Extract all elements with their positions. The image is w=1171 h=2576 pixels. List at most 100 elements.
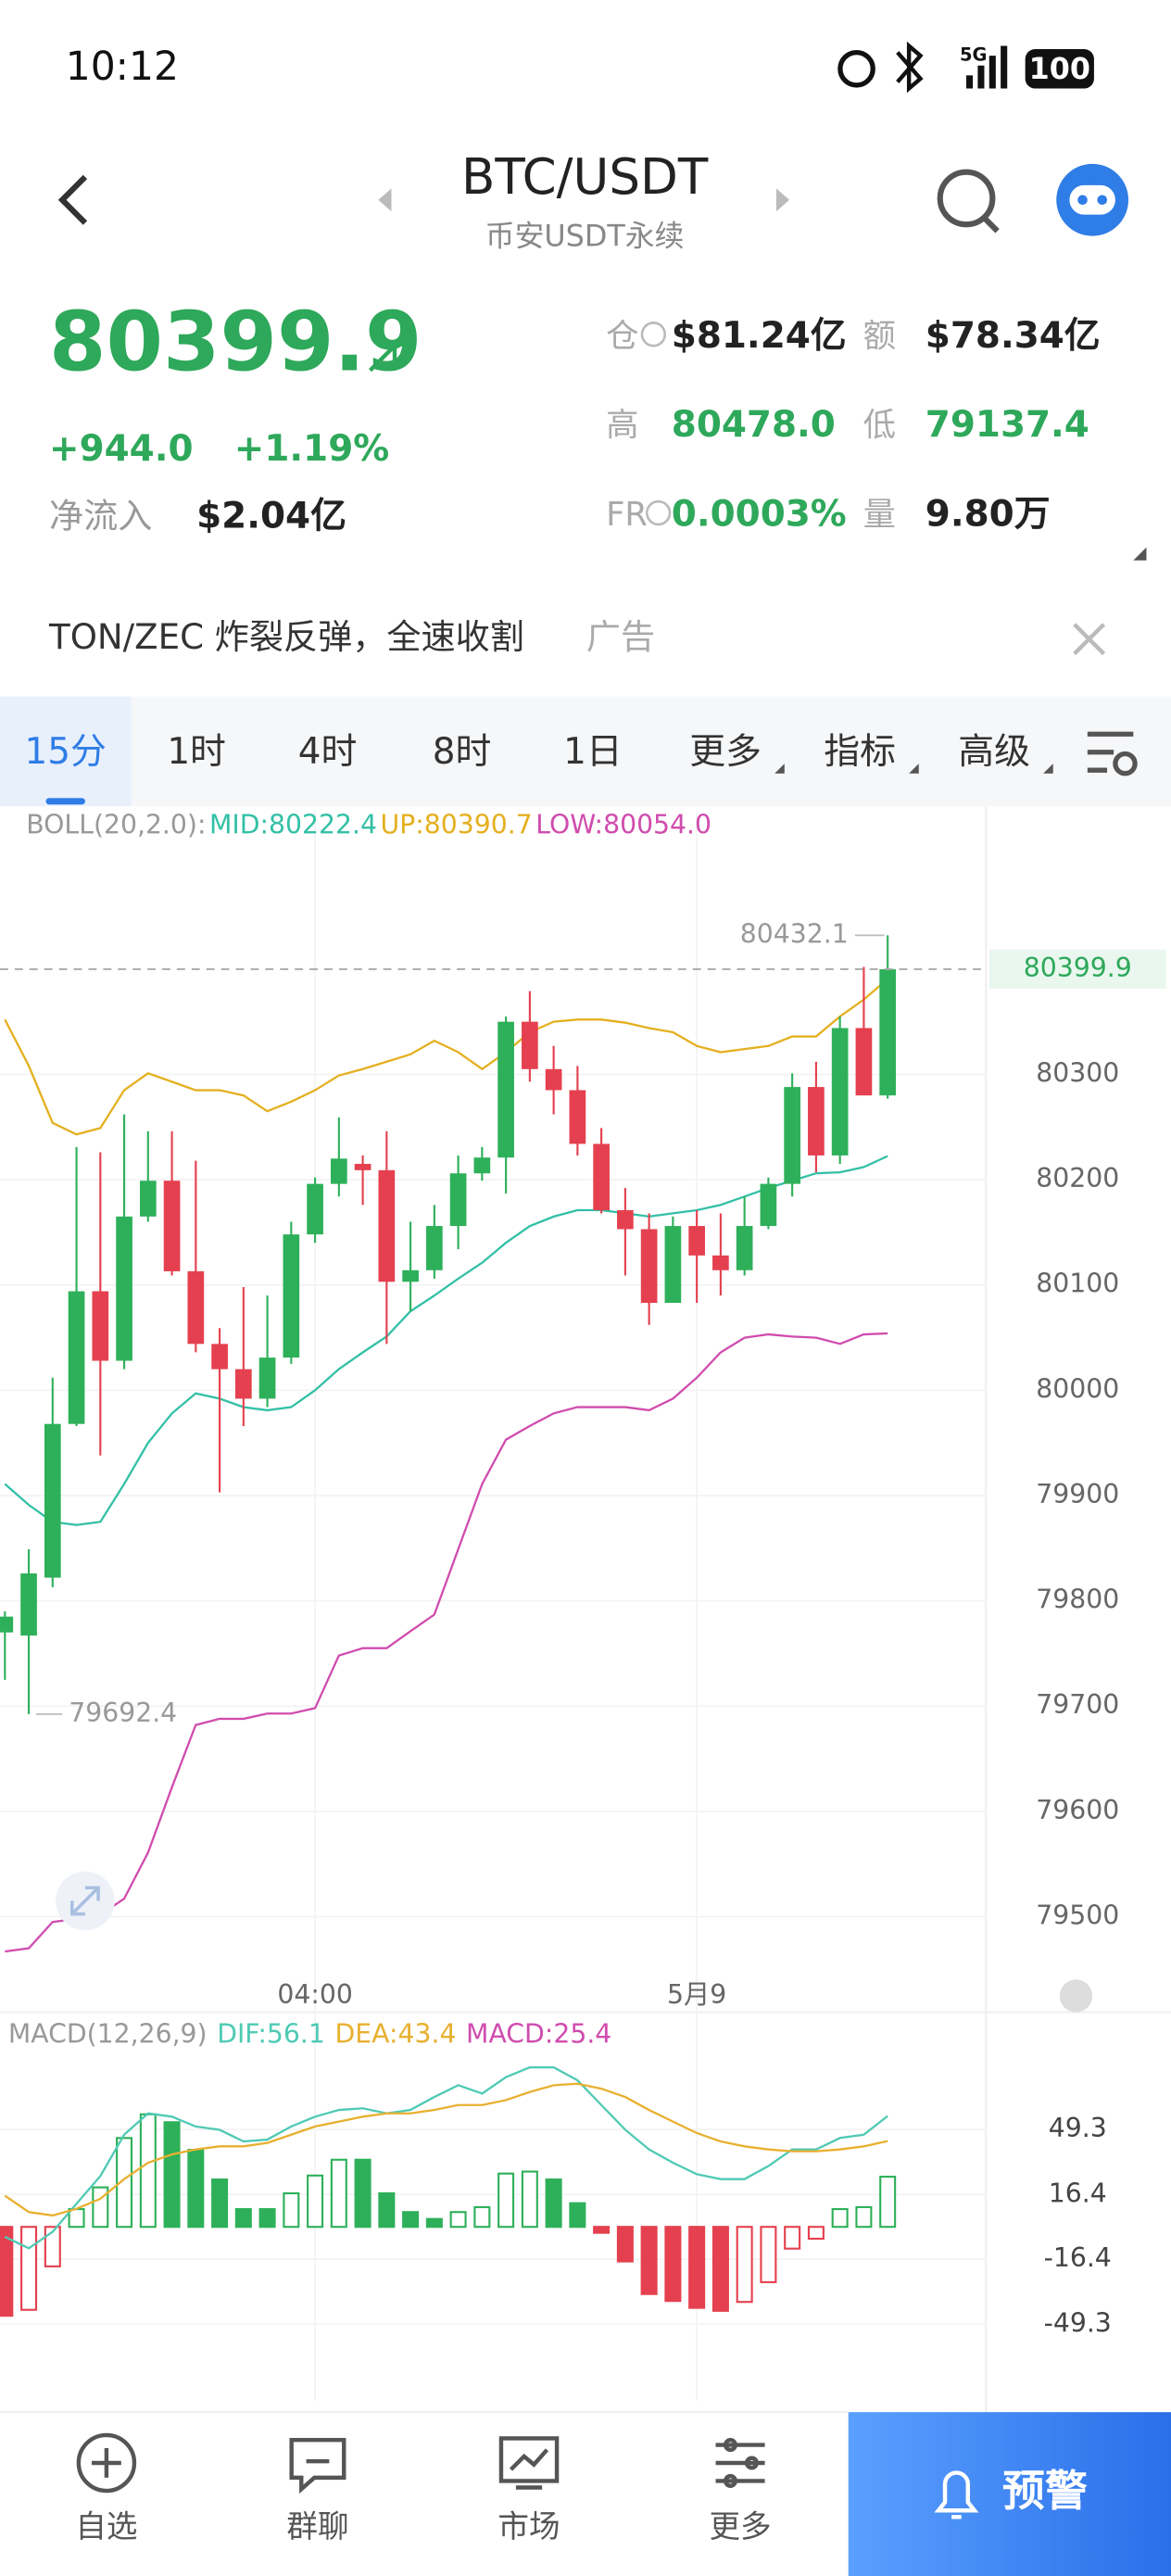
timeframe-tab[interactable]: 指标 [824,731,896,773]
macd-bar [736,2226,753,2304]
timeframe-tab[interactable]: 高级 [958,731,1030,773]
indicator-legend: BOLL(20,2.0): MID:80222.4 UP:80390.7 LOW:80… [26,809,711,840]
x-tick-label: 5月9 [667,1979,726,2010]
macd-bar [378,2191,396,2229]
macd-line [4,2082,888,2217]
macd-bar [139,2113,157,2229]
stat-label: 仓 [606,317,638,355]
macd-bar [211,2178,229,2229]
timeframe-tab[interactable]: 4时 [298,731,358,773]
macd-bar [879,2176,897,2229]
macd-bar [163,2121,181,2229]
macd-bar [616,2226,634,2263]
macd-bar [283,2191,300,2229]
candle-body [307,1183,323,1235]
y-tick-label: 80100 [1036,1269,1119,1299]
candle-body [211,1344,228,1370]
candle-body [331,1158,347,1184]
macd-bar [569,2202,586,2229]
macd-bar [711,2226,729,2312]
prev-symbol[interactable] [378,188,392,212]
nav-label[interactable]: 更多 [709,2508,771,2544]
y-tick-label: 16.4 [1049,2178,1107,2208]
legend-entry: MID:80222.4 [209,809,377,840]
timeframe-tab[interactable]: 15分 [25,731,107,773]
macd-bar [593,2226,611,2234]
candle-body [92,1291,109,1361]
legend-entry: DEA:43.4 [334,2018,456,2049]
nav-icon-more [715,2438,765,2488]
timeframe-tab[interactable]: 1日 [563,731,623,773]
candle-body [20,1573,37,1636]
legend-entry: UP:80390.7 [381,809,533,840]
bluetooth-icon [896,41,924,94]
alert-button[interactable] [848,2412,1171,2576]
bell-icon [934,2470,979,2519]
legend-entry: DIF:56.1 [217,2018,325,2049]
next-symbol[interactable] [775,188,790,212]
nav-icon-chat [289,2438,346,2494]
macd-bar [354,2158,371,2229]
candle-body [545,1068,562,1091]
close-ad[interactable] [1073,623,1106,656]
stat-label: 量 [863,496,896,534]
macd-bar [831,2207,849,2229]
candle-body [664,1226,682,1304]
macd-bar [44,2226,61,2267]
y-tick-label: 80200 [1036,1163,1119,1193]
candle-body [712,1255,729,1270]
nav-label[interactable]: 市场 [497,2508,560,2544]
ad-text[interactable]: TON/ZEC 炸裂反弹，全速收割 [48,617,524,657]
macd-bar [473,2205,491,2229]
candle-body [808,1087,825,1155]
signal-icon [966,45,1008,89]
candle-body [68,1291,85,1424]
nav-label[interactable]: 自选 [75,2508,137,2544]
assistant-avatar[interactable] [1056,163,1129,236]
nav-icon-market [498,2436,560,2490]
info-icon [645,499,672,526]
candle-body [426,1226,443,1270]
legend-entry: LOW:80054.0 [535,809,711,840]
macd-bar [545,2178,562,2229]
y-tick-label: 80000 [1036,1373,1119,1404]
macd-line [4,2065,888,2250]
candle-body [44,1423,61,1578]
alarm-icon [837,49,875,88]
legend-title: MACD(12,26,9) [8,2018,208,2049]
low-label: 79692.4 [69,1698,177,1728]
y-tick-label: -49.3 [1044,2307,1112,2338]
search-button[interactable] [937,169,1000,234]
stat-value: $81.24亿 [672,315,847,357]
chart-settings[interactable] [1087,731,1138,777]
y-tick-label: 79800 [1036,1585,1119,1615]
boll-line [4,1155,888,1526]
timeframe-tab[interactable]: 8时 [433,731,492,773]
nav-label[interactable]: 群聊 [286,2508,348,2544]
timeframe-tab[interactable]: 1时 [167,731,226,773]
stat-value: 80478.0 [672,404,836,446]
candle-body [879,968,897,1096]
info-icon [640,322,667,347]
scroll-latest[interactable] [1059,1979,1093,2013]
y-tick-label: 79500 [1036,1900,1119,1930]
timeframe-tab[interactable]: 更多 [689,731,762,773]
up-arrow [368,343,397,373]
macd-bar [20,2226,38,2311]
legend-title: BOLL(20,2.0): [26,809,206,840]
stat-value: $78.34亿 [925,315,1101,357]
macd-bar [258,2207,276,2229]
back-button[interactable] [57,174,88,225]
macd-bar [760,2226,777,2283]
stat-value: 79137.4 [925,404,1089,446]
y-tick-label: 49.3 [1049,2113,1107,2143]
stat-label: 高 [606,407,638,445]
fullscreen-icon [70,1886,100,1916]
battery-level: 100 [1029,51,1090,86]
candle-body [234,1369,252,1399]
candle-body [617,1210,634,1230]
candle-body [760,1183,777,1227]
net-inflow-label: 净流入 [49,496,152,536]
